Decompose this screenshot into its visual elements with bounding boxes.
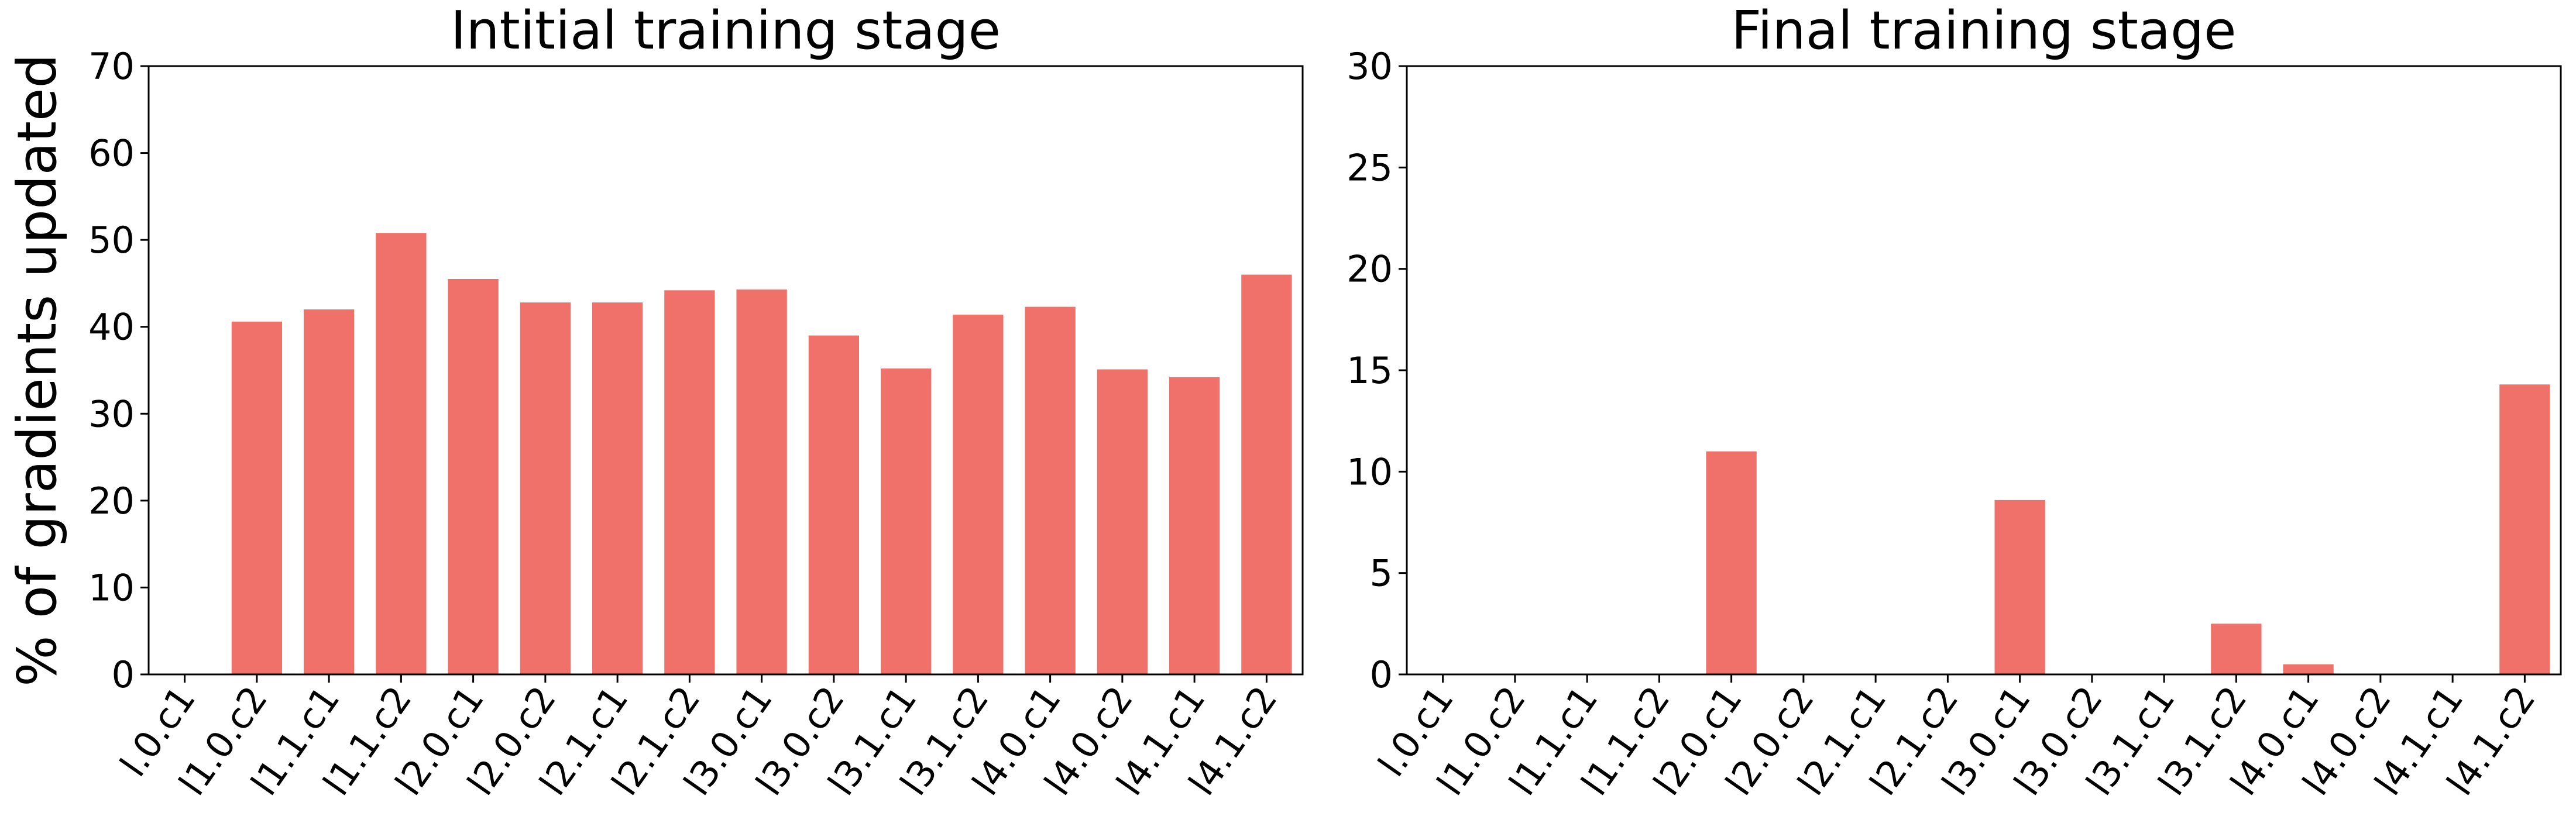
y-tick-label: 70 [88, 45, 135, 88]
y-tick-label: 30 [88, 392, 135, 435]
bar [664, 290, 715, 674]
bar [592, 302, 643, 674]
bar [808, 335, 860, 674]
bar [880, 368, 932, 674]
y-tick-label: 0 [112, 653, 135, 696]
y-tick-label: 10 [88, 566, 135, 609]
bar [303, 309, 355, 674]
bar [1994, 500, 2045, 674]
y-tick-label: 30 [1347, 45, 1393, 88]
bar [1025, 306, 1076, 674]
bar [2211, 624, 2262, 674]
bar [1241, 274, 1292, 675]
y-tick-label: 10 [1347, 450, 1393, 493]
y-tick-label: 60 [88, 132, 135, 175]
bar [231, 321, 283, 674]
bar [2499, 384, 2550, 674]
bar [520, 302, 571, 674]
axes-frame [1406, 65, 2562, 676]
chart-panel: Intitial training stage % of gradients up… [6, 0, 1304, 803]
y-axis-label: % of gradients updated [6, 54, 68, 687]
bar [1706, 451, 1757, 674]
chart-title: Final training stage [1731, 0, 2236, 61]
y-tick-label: 50 [88, 219, 135, 261]
y-tick-label: 20 [1347, 248, 1393, 291]
chart-panel: Final training stage051015202530l.0.c1l1… [1347, 0, 2562, 803]
bar [1097, 369, 1148, 674]
bar [736, 289, 787, 674]
y-tick-label: 0 [1370, 653, 1393, 696]
bar [448, 279, 499, 674]
bar [953, 314, 1004, 674]
axes-frame [147, 65, 1304, 676]
bar [1169, 377, 1220, 674]
bar [2283, 664, 2334, 674]
bar [376, 233, 427, 674]
y-tick-label: 25 [1347, 146, 1393, 189]
y-tick-label: 40 [88, 306, 135, 349]
y-tick-label: 5 [1370, 552, 1393, 595]
y-tick-label: 20 [88, 480, 135, 522]
y-tick-label: 15 [1347, 349, 1393, 392]
chart-title: Intitial training stage [451, 0, 1001, 61]
